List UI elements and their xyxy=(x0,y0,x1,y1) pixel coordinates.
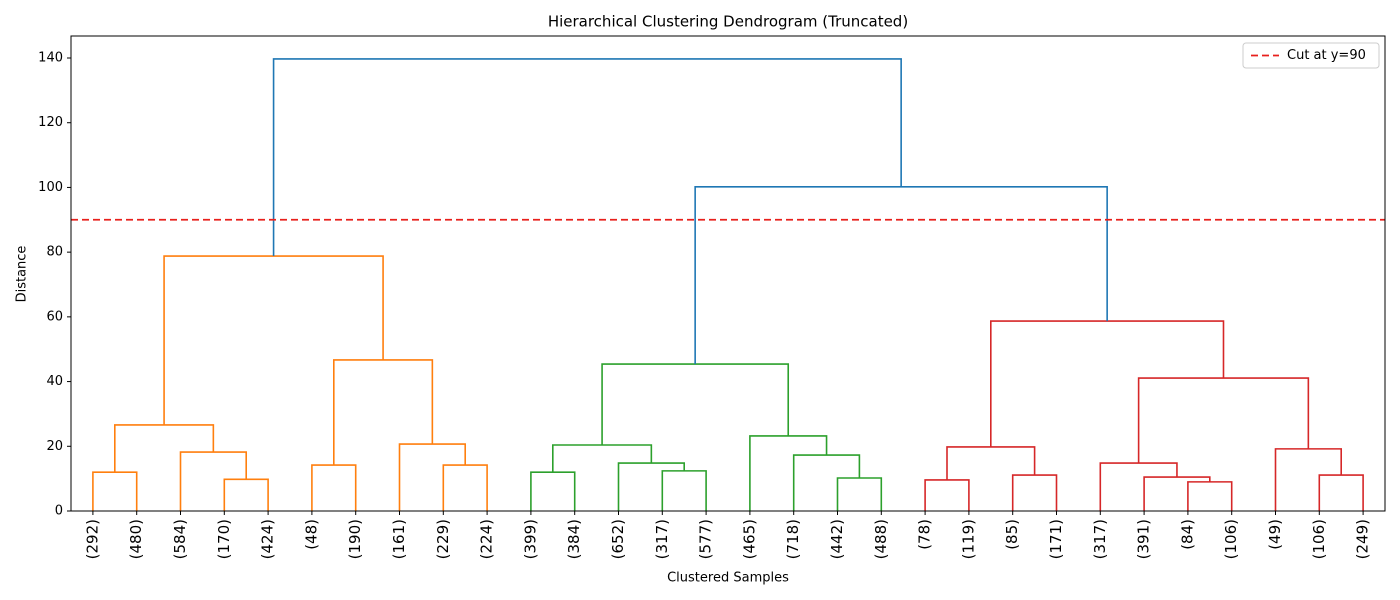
dendrogram-link xyxy=(749,435,828,511)
x-tick-label: (652) xyxy=(609,519,627,559)
y-tick-label: 100 xyxy=(38,180,63,195)
dendrogram-link xyxy=(924,479,970,511)
dendrogram-link xyxy=(694,185,1108,365)
x-tick-label: (229) xyxy=(434,519,452,559)
legend-box xyxy=(1242,42,1380,69)
dendrogram-link xyxy=(552,444,653,473)
dendrogram-link xyxy=(311,464,357,511)
dendrogram-link xyxy=(1187,481,1233,511)
dendrogram-link xyxy=(1099,462,1178,511)
x-tick-label: (170) xyxy=(215,519,233,559)
dendrogram-link xyxy=(114,424,215,473)
y-tick-label: 20 xyxy=(46,439,63,454)
x-tick-label: (442) xyxy=(828,519,846,559)
dendrogram-link xyxy=(836,477,883,511)
y-tick-label: 80 xyxy=(46,245,63,260)
y-tick-label: 0 xyxy=(55,504,63,519)
legend-label: Cut at y=90 xyxy=(1287,48,1366,63)
x-tick-label: (161) xyxy=(390,519,408,559)
dendrogram-link xyxy=(333,359,434,466)
dendrogram-link xyxy=(223,478,269,511)
x-tick-label: (224) xyxy=(478,519,496,559)
dendrogram-link xyxy=(661,470,707,511)
plot-frame xyxy=(70,35,1386,512)
x-axis-label: Clustered Samples xyxy=(667,571,789,586)
dendrogram-link xyxy=(1137,377,1310,464)
y-tick-label: 140 xyxy=(38,51,63,66)
x-tick-label: (317) xyxy=(653,519,671,559)
y-tick-label: 120 xyxy=(38,115,63,130)
x-tick-label: (106) xyxy=(1222,519,1240,559)
y-tick-label: 60 xyxy=(46,309,63,324)
dendrogram-link xyxy=(398,443,466,511)
dendrogram-link xyxy=(1318,474,1364,511)
x-tick-label: (480) xyxy=(127,519,145,559)
x-tick-label: (190) xyxy=(346,519,364,559)
y-tick-label: 40 xyxy=(46,374,63,389)
dendrogram-link xyxy=(601,363,790,445)
x-tick-label: (584) xyxy=(171,519,189,559)
x-tick-label: (78) xyxy=(916,519,934,550)
dendrogram-link xyxy=(92,471,138,511)
dendrogram-link xyxy=(617,462,685,511)
dendrogram-link xyxy=(792,454,861,511)
y-axis-label: Distance xyxy=(15,246,30,303)
dendrogram-link xyxy=(442,464,488,511)
x-tick-label: (718) xyxy=(784,519,802,559)
dendrogram-link xyxy=(163,255,384,425)
dendrogram-link xyxy=(272,58,902,257)
x-tick-label: (292) xyxy=(83,519,101,559)
x-tick-label: (106) xyxy=(1310,519,1328,559)
x-tick-label: (317) xyxy=(1091,519,1109,559)
dendrogram-link xyxy=(1011,474,1058,511)
x-tick-label: (119) xyxy=(959,519,977,559)
x-tick-label: (171) xyxy=(1047,519,1065,559)
x-tick-label: (399) xyxy=(521,519,539,559)
dendrogram-link xyxy=(530,471,576,511)
x-tick-label: (488) xyxy=(872,519,890,559)
x-tick-label: (49) xyxy=(1266,519,1284,550)
x-tick-label: (85) xyxy=(1003,519,1021,550)
x-tick-label: (424) xyxy=(259,519,277,559)
x-tick-label: (84) xyxy=(1178,519,1196,550)
x-tick-label: (465) xyxy=(740,519,758,559)
dendrogram-link xyxy=(990,320,1225,447)
chart-title: Hierarchical Clustering Dendrogram (Trun… xyxy=(548,13,908,31)
x-tick-label: (48) xyxy=(302,519,320,550)
x-tick-label: (249) xyxy=(1354,519,1372,559)
dendrogram-link xyxy=(1274,448,1342,511)
x-tick-label: (384) xyxy=(565,519,583,559)
dendrogram-link xyxy=(179,451,247,511)
x-tick-label: (391) xyxy=(1135,519,1153,559)
x-tick-label: (577) xyxy=(697,519,715,559)
